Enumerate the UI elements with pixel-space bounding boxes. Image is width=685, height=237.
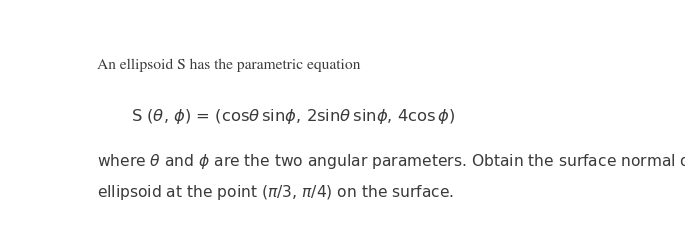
Text: S ($\theta$, $\phi$) = (cos$\theta\,$sin$\phi$, 2sin$\theta\,$sin$\phi$, 4cos$\,: S ($\theta$, $\phi$) = (cos$\theta\,$sin… (131, 107, 456, 126)
Text: ellipsoid at the point ($\pi$/3, $\pi$/4) on the surface.: ellipsoid at the point ($\pi$/3, $\pi$/4… (97, 183, 454, 202)
Text: where $\theta$ and $\phi$ are the two angular parameters. Obtain the surface nor: where $\theta$ and $\phi$ are the two an… (97, 152, 685, 171)
Text: An ellipsoid S has the parametric equation: An ellipsoid S has the parametric equati… (97, 58, 361, 72)
